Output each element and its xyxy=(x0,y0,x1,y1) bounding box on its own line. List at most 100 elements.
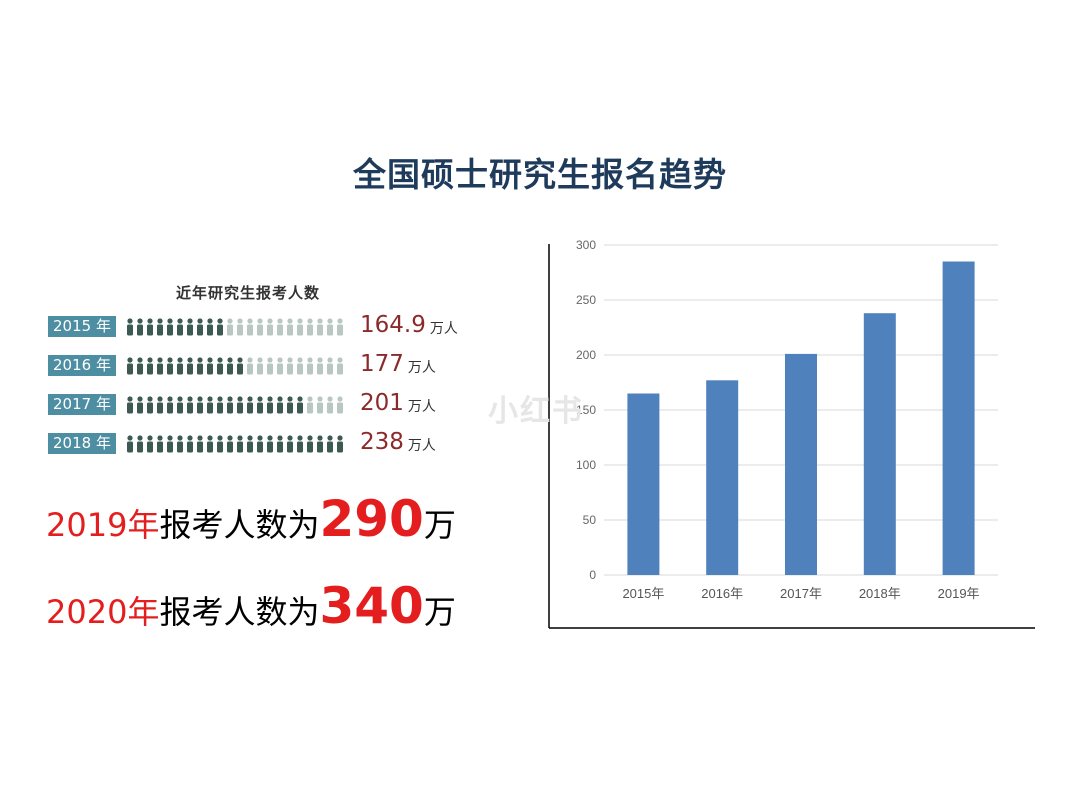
y-tick-label: 300 xyxy=(576,240,596,252)
person-icon xyxy=(157,435,163,453)
y-tick-label: 100 xyxy=(576,458,596,472)
watermark: 小红书 xyxy=(488,394,584,429)
person-icon xyxy=(217,357,223,375)
infographic-unit: 万人 xyxy=(407,438,436,454)
people-icons xyxy=(127,435,343,453)
person-icon xyxy=(267,435,273,453)
statement-2019: 2019年报考人数为290万 xyxy=(46,490,456,550)
person-icon xyxy=(167,396,173,414)
person-icon xyxy=(317,396,323,414)
person-icon xyxy=(157,318,163,336)
x-tick-label: 2015年 xyxy=(622,586,664,601)
person-icon xyxy=(207,318,213,336)
infographic-unit: 万人 xyxy=(407,360,436,376)
person-icon xyxy=(287,357,293,375)
person-icon xyxy=(317,435,323,453)
person-icon xyxy=(317,318,323,336)
infographic-row: 2017 年 201 万人 xyxy=(48,390,468,416)
person-icon xyxy=(307,435,313,453)
person-icon xyxy=(247,396,253,414)
person-icon xyxy=(157,357,163,375)
bar-chart: 0 50 100 150 200 250 300 2015年 2016年 2017年 2018年 20… xyxy=(548,238,1038,632)
person-icon xyxy=(337,318,343,336)
statement-unit: 万 xyxy=(423,506,456,544)
y-tick-label: 250 xyxy=(576,293,596,307)
person-icon xyxy=(187,357,193,375)
person-icon xyxy=(277,435,283,453)
x-tick-label: 2018年 xyxy=(859,586,901,601)
infographic-value: 201 xyxy=(360,390,404,416)
person-icon xyxy=(207,357,213,375)
person-icon xyxy=(187,396,193,414)
infographic-title: 近年研究生报考人数 xyxy=(176,284,321,302)
person-icon xyxy=(227,435,233,453)
year-tag: 2015 年 xyxy=(48,316,116,337)
person-icon xyxy=(217,435,223,453)
person-icon xyxy=(257,357,263,375)
statement-year: 2019年 xyxy=(46,506,160,544)
bar xyxy=(627,393,660,575)
statement-year: 2020年 xyxy=(46,593,160,631)
person-icon xyxy=(337,357,343,375)
person-icon xyxy=(207,435,213,453)
person-icon xyxy=(257,435,263,453)
y-tick-label: 0 xyxy=(589,568,596,582)
infographic-value: 164.9 xyxy=(360,312,426,338)
person-icon xyxy=(137,357,143,375)
statement-number: 290 xyxy=(319,490,424,548)
person-icon xyxy=(127,357,133,375)
person-icon xyxy=(287,435,293,453)
person-icon xyxy=(177,396,183,414)
person-icon xyxy=(167,435,173,453)
person-icon xyxy=(237,396,243,414)
person-icon xyxy=(177,357,183,375)
person-icon xyxy=(147,357,153,375)
people-icons xyxy=(127,318,343,336)
person-icon xyxy=(137,318,143,336)
person-icon xyxy=(237,318,243,336)
y-tick-label: 50 xyxy=(583,513,597,527)
statement-unit: 万 xyxy=(423,593,456,631)
person-icon xyxy=(147,435,153,453)
person-icon xyxy=(197,357,203,375)
bar xyxy=(706,380,739,575)
infographic-row: 2015 年 164.9 万人 xyxy=(48,312,468,338)
statement-2020: 2020年报考人数为340万 xyxy=(46,577,456,637)
person-icon xyxy=(187,318,193,336)
person-icon xyxy=(327,318,333,336)
person-icon xyxy=(297,357,303,375)
person-icon xyxy=(197,435,203,453)
bar-chart-svg: 0 50 100 150 200 250 300 2015年 2016年 2017年 2018年 20… xyxy=(548,238,1035,629)
statement-number: 340 xyxy=(319,577,424,635)
bar xyxy=(942,261,975,575)
people-icons xyxy=(127,357,343,375)
person-icon xyxy=(217,318,223,336)
year-tag: 2018 年 xyxy=(48,433,116,454)
person-icon xyxy=(327,435,333,453)
person-icon xyxy=(247,435,253,453)
x-tick-label: 2017年 xyxy=(780,586,822,601)
person-icon xyxy=(297,318,303,336)
person-icon xyxy=(307,318,313,336)
person-icon xyxy=(257,396,263,414)
person-icon xyxy=(247,357,253,375)
person-icon xyxy=(267,396,273,414)
person-icon xyxy=(217,396,223,414)
person-icon xyxy=(227,396,233,414)
person-icon xyxy=(137,435,143,453)
person-icon xyxy=(237,435,243,453)
infographic-row: 2018 年 238 万人 xyxy=(48,429,468,455)
person-icon xyxy=(297,396,303,414)
infographic-panel: 近年研究生报考人数 2015 年 164.9 万人 2016 年 177 万人 2017 年… xyxy=(48,282,468,462)
infographic-unit: 万人 xyxy=(407,399,436,415)
person-icon xyxy=(147,396,153,414)
person-icon xyxy=(197,396,203,414)
person-icon xyxy=(127,435,133,453)
person-icon xyxy=(127,318,133,336)
infographic-value: 238 xyxy=(360,429,404,455)
x-tick-label: 2016年 xyxy=(701,586,743,601)
x-tick-label: 2019年 xyxy=(938,586,980,601)
infographic-unit: 万人 xyxy=(429,321,458,337)
person-icon xyxy=(157,396,163,414)
person-icon xyxy=(167,357,173,375)
